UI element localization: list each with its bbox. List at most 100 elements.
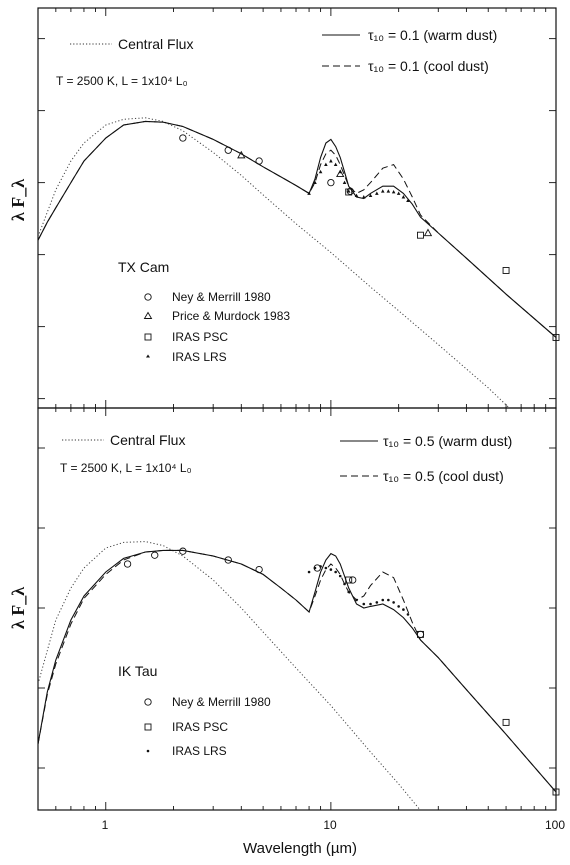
iras-lrs-point [318,169,323,174]
top-central-flux-legend: Central Flux [118,36,193,52]
legend-dot-marker [146,749,150,753]
iras-lrs-point [329,568,333,571]
iras-lrs-point [361,195,366,199]
ney-merrill-point [255,157,263,165]
iras-lrs-point [346,189,351,193]
ney-merrill-point [179,547,187,555]
iras-lrs-point [354,193,359,197]
iras-lrs-point [342,180,347,185]
legend-square-marker [144,333,152,341]
iras-lrs-point [375,191,379,195]
legend-triangle-marker [143,311,153,319]
iras-lrs-point [392,601,395,604]
central-flux-curve [38,117,511,408]
ney-merrill-point [327,178,335,187]
iras-lrs-point [391,190,396,194]
iras-lrs-point [338,574,342,578]
warm-dust-curve [38,549,556,793]
iras-lrs-point [387,598,390,602]
x-tick-label-100: 100 [545,818,565,832]
iras-lrs-point [369,602,372,606]
bottom-panel-frame [37,407,557,811]
top-y-axis-label: λ F_λ [8,179,28,221]
ney-merrill-point [346,187,354,195]
ney-merrill-point [123,560,132,568]
iras-lrs-point [406,613,410,616]
price-murdock-point [423,228,433,237]
iras-lrs-point [355,598,358,602]
top-legend-psc: IRAS PSC [172,330,228,344]
iras-lrs-point [307,570,311,574]
iras-psc-point [345,188,353,196]
bottom-legend-ney: Ney & Merrill 1980 [172,695,271,709]
x-tick-label-10: 10 [323,818,337,832]
axis-ticks [37,8,557,810]
iras-lrs-point [406,198,410,203]
top-warm-legend: τ₁₀ = 0.1 (warm dust) [368,27,497,43]
legend-circle-marker [144,698,152,706]
legend-small-triangle-marker [146,354,150,358]
iras-lrs-point [386,189,391,193]
data-markers [123,134,560,796]
iras-lrs-point [362,602,366,606]
iras-psc-point [502,718,510,726]
price-murdock-point [336,169,345,178]
top-params-label: T = 2500 K, L = 1x10⁴ L₀ [56,74,188,88]
x-tick-label-1: 1 [102,818,109,832]
model-curves [38,117,556,810]
iras-lrs-point [333,162,338,167]
iras-psc-point [417,231,424,239]
iras-lrs-point [324,566,328,570]
iras-lrs-point [343,582,346,586]
iras-lrs-point [381,598,385,602]
central-flux-curve [38,541,421,810]
iras-lrs-point [313,180,317,185]
bottom-legend-psc: IRAS PSC [172,720,228,734]
bottom-central-flux-legend: Central Flux [110,432,185,448]
x-axis-label: Wavelength (µm) [243,840,357,857]
top-cool-legend: τ₁₀ = 0.1 (cool dust) [368,58,489,74]
warm-dust-curve [38,120,556,338]
iras-psc-point [502,267,510,274]
iras-lrs-point [324,162,328,167]
top-legend-price: Price & Murdock 1983 [172,309,290,323]
price-murdock-point [237,150,246,159]
bottom-star-label: IK Tau [118,663,157,679]
ney-merrill-point [224,146,232,154]
bottom-cool-legend: τ₁₀ = 0.5 (cool dust) [383,468,504,484]
iras-psc-point [552,333,560,341]
top-legend-lrs: IRAS LRS [172,350,227,364]
iras-lrs-point [338,169,343,174]
iras-psc-point [552,788,560,796]
iras-lrs-point [397,605,400,608]
bottom-y-axis-label: λ F_λ [8,587,28,629]
iras-lrs-point [396,191,401,195]
iras-lrs-point [401,195,406,199]
iras-lrs-point [319,565,322,568]
cool-dust-curve [38,549,556,793]
ney-merrill-point [349,576,357,584]
ney-merrill-point [151,551,159,559]
iras-lrs-point [334,570,337,574]
ney-merrill-point [416,630,425,639]
bottom-legend-lrs: IRAS LRS [172,744,227,758]
iras-lrs-point [307,191,311,195]
ney-merrill-point [255,565,263,574]
iras-lrs-point [375,601,379,604]
legend-circle-marker [144,293,152,301]
iras-lrs-point [368,193,373,197]
iras-lrs-point [402,608,405,611]
iras-lrs-point [380,189,385,193]
iras-lrs-point [313,566,317,570]
top-legend-ney: Ney & Merrill 1980 [172,290,271,304]
cool-dust-curve [38,120,556,338]
ney-merrill-point [224,556,232,564]
ney-merrill-point [179,134,187,142]
bottom-warm-legend: τ₁₀ = 0.5 (warm dust) [383,433,512,449]
iras-lrs-point [329,159,333,163]
top-star-label: TX Cam [118,259,169,275]
iras-psc-point [345,576,353,584]
legend-square-marker [144,723,152,731]
iras-psc-point [417,630,424,638]
